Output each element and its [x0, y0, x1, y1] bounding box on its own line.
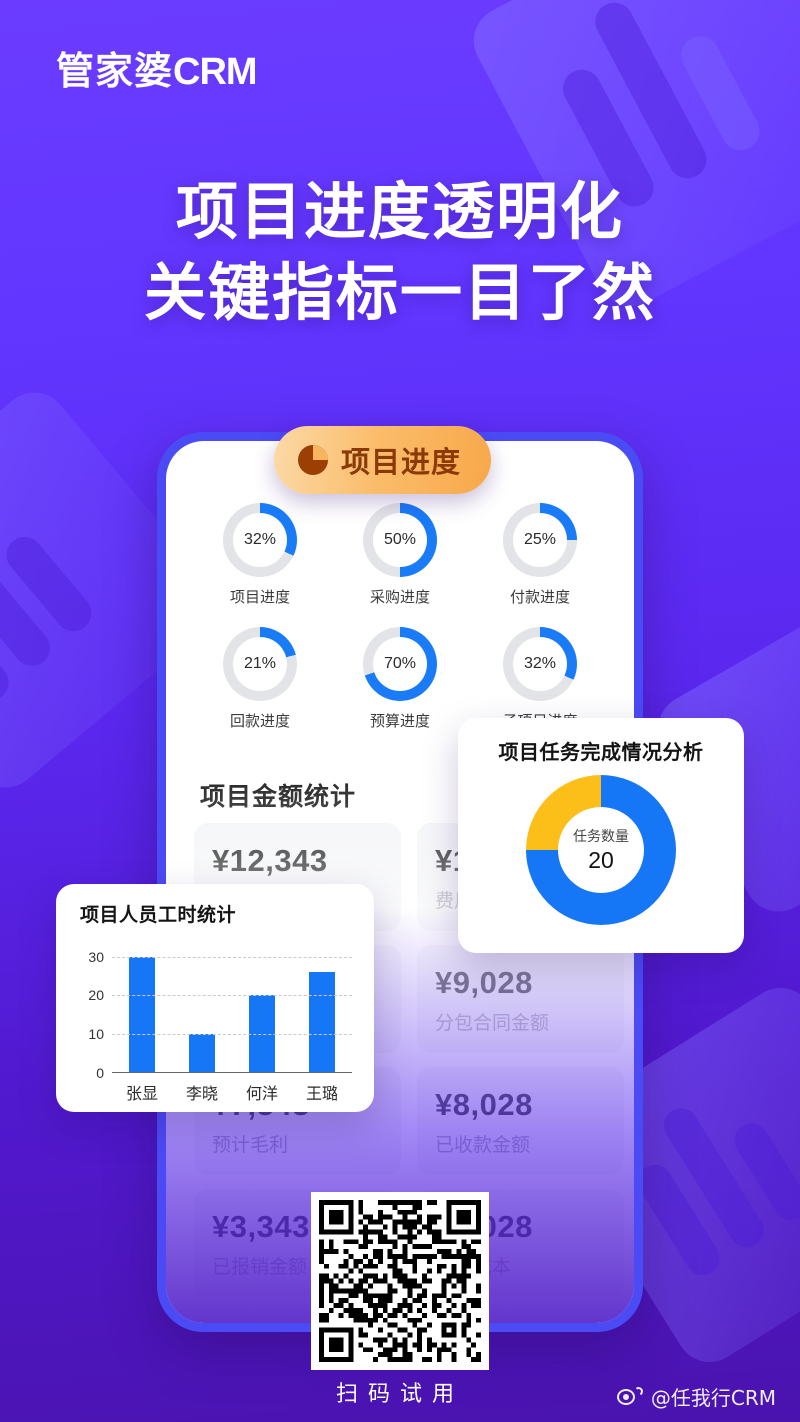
- pie-chart-icon: [298, 445, 328, 475]
- brand-logo-cn: 管家婆: [56, 49, 174, 93]
- brand-logo: 管家婆CRM: [56, 49, 258, 93]
- progress-ring-value: 70%: [383, 655, 417, 672]
- amount-card-value: ¥12,343: [212, 843, 328, 878]
- y-axis: 0 10 20 30: [74, 945, 108, 1081]
- staff-hours-card[interactable]: 项目人员工时统计 0 10 20 30 张显 李晓 何洋 王璐: [56, 884, 374, 1112]
- amount-card-label: 分包合同金额: [435, 1012, 550, 1034]
- donut-center-label: 任务数量: [573, 829, 629, 845]
- y-axis-tick: 0: [96, 1065, 104, 1081]
- gridline: [112, 995, 352, 997]
- donut-center-value: 20: [588, 847, 614, 873]
- progress-ring-item[interactable]: 50% 采购进度: [340, 503, 460, 607]
- task-completion-chart: 任务数量 20: [458, 775, 744, 925]
- amount-card[interactable]: ¥8,028 已收款金额: [417, 1067, 624, 1175]
- weibo-icon: [616, 1385, 644, 1407]
- amount-card-label: 预计毛利: [212, 1134, 289, 1156]
- x-axis-labels: 张显 李晓 何洋 王璐: [112, 1080, 356, 1104]
- x-axis-label: 李晓: [185, 1084, 218, 1103]
- bar[interactable]: [129, 956, 155, 1072]
- headline-line-2: 关键指标一目了然: [143, 256, 656, 330]
- progress-ring-item[interactable]: 32% 子项目进度: [480, 627, 600, 731]
- task-completion-card[interactable]: 项目任务完成情况分析 任务数量 20: [458, 718, 744, 953]
- progress-ring-chart: 32%: [223, 503, 297, 577]
- headline: 项目进度透明化 关键指标一目了然: [0, 176, 800, 329]
- project-progress-badge[interactable]: 项目进度: [274, 426, 492, 494]
- weibo-handle: @任我行CRM: [650, 1386, 776, 1410]
- scan-cta-text: 扫码试用: [335, 1382, 464, 1407]
- progress-ring-item[interactable]: 21% 回款进度: [200, 627, 320, 731]
- y-axis-tick: 10: [88, 1026, 104, 1043]
- staff-hours-title: 项目人员工时统计: [80, 904, 237, 926]
- progress-ring-value: 32%: [523, 655, 557, 672]
- progress-ring-row-2: 21% 回款进度 70% 预算进度 32%: [166, 627, 634, 731]
- bar[interactable]: [189, 1033, 215, 1072]
- gridline: [112, 956, 352, 958]
- progress-ring-chart: 32%: [503, 627, 577, 701]
- progress-ring-item[interactable]: 32% 项目进度: [200, 503, 320, 607]
- progress-ring-value: 25%: [523, 531, 557, 548]
- amount-section-title: 项目金额统计: [200, 782, 357, 811]
- donut-chart: 任务数量 20: [526, 775, 676, 925]
- headline-line-1: 项目进度透明化: [175, 175, 624, 248]
- amount-card-label: 已收款金额: [435, 1134, 531, 1156]
- y-axis-tick: 20: [88, 987, 104, 1004]
- donut-center: 任务数量 20: [558, 807, 644, 893]
- progress-ring-grid: 32% 项目进度 50% 采购进度 25%: [166, 503, 634, 751]
- x-axis-label: 何洋: [245, 1084, 278, 1103]
- staff-hours-plot: 0 10 20 30: [74, 945, 356, 1081]
- amount-card[interactable]: ¥9,028 分包合同金额: [417, 945, 624, 1053]
- weibo-watermark: @任我行CRM: [616, 1382, 776, 1411]
- amount-card-value: ¥8,028: [435, 1087, 533, 1122]
- gridline: [112, 1033, 352, 1035]
- progress-ring-label: 采购进度: [369, 588, 430, 606]
- progress-ring-label: 项目进度: [229, 588, 290, 606]
- progress-ring-chart: 25%: [503, 503, 577, 577]
- progress-ring-value: 50%: [383, 531, 417, 548]
- amount-card-value: ¥9,028: [435, 965, 533, 1000]
- progress-ring-chart: 70%: [363, 627, 437, 701]
- x-axis-label: 张显: [125, 1084, 158, 1103]
- progress-ring-label: 预算进度: [369, 712, 430, 730]
- y-axis-tick: 30: [88, 948, 104, 965]
- progress-ring-label: 回款进度: [229, 712, 290, 730]
- progress-ring-label: 付款进度: [509, 588, 570, 606]
- progress-ring-chart: 21%: [223, 627, 297, 701]
- progress-ring-item[interactable]: 25% 付款进度: [480, 503, 600, 607]
- brand-logo-en: CRM: [173, 51, 258, 93]
- progress-ring-chart: 50%: [363, 503, 437, 577]
- qr-code[interactable]: [311, 1192, 489, 1370]
- progress-ring-row-1: 32% 项目进度 50% 采购进度 25%: [166, 503, 634, 607]
- task-completion-title: 项目任务完成情况分析: [498, 740, 704, 764]
- progress-ring-value: 32%: [243, 531, 277, 548]
- x-axis-label: 王璐: [305, 1084, 338, 1103]
- progress-ring-value: 21%: [243, 655, 277, 672]
- bar[interactable]: [309, 971, 335, 1072]
- bar-series: [112, 945, 352, 1072]
- plot-area: [112, 945, 352, 1073]
- project-progress-badge-label: 项目进度: [341, 445, 462, 479]
- progress-ring-item[interactable]: 70% 预算进度: [340, 627, 460, 731]
